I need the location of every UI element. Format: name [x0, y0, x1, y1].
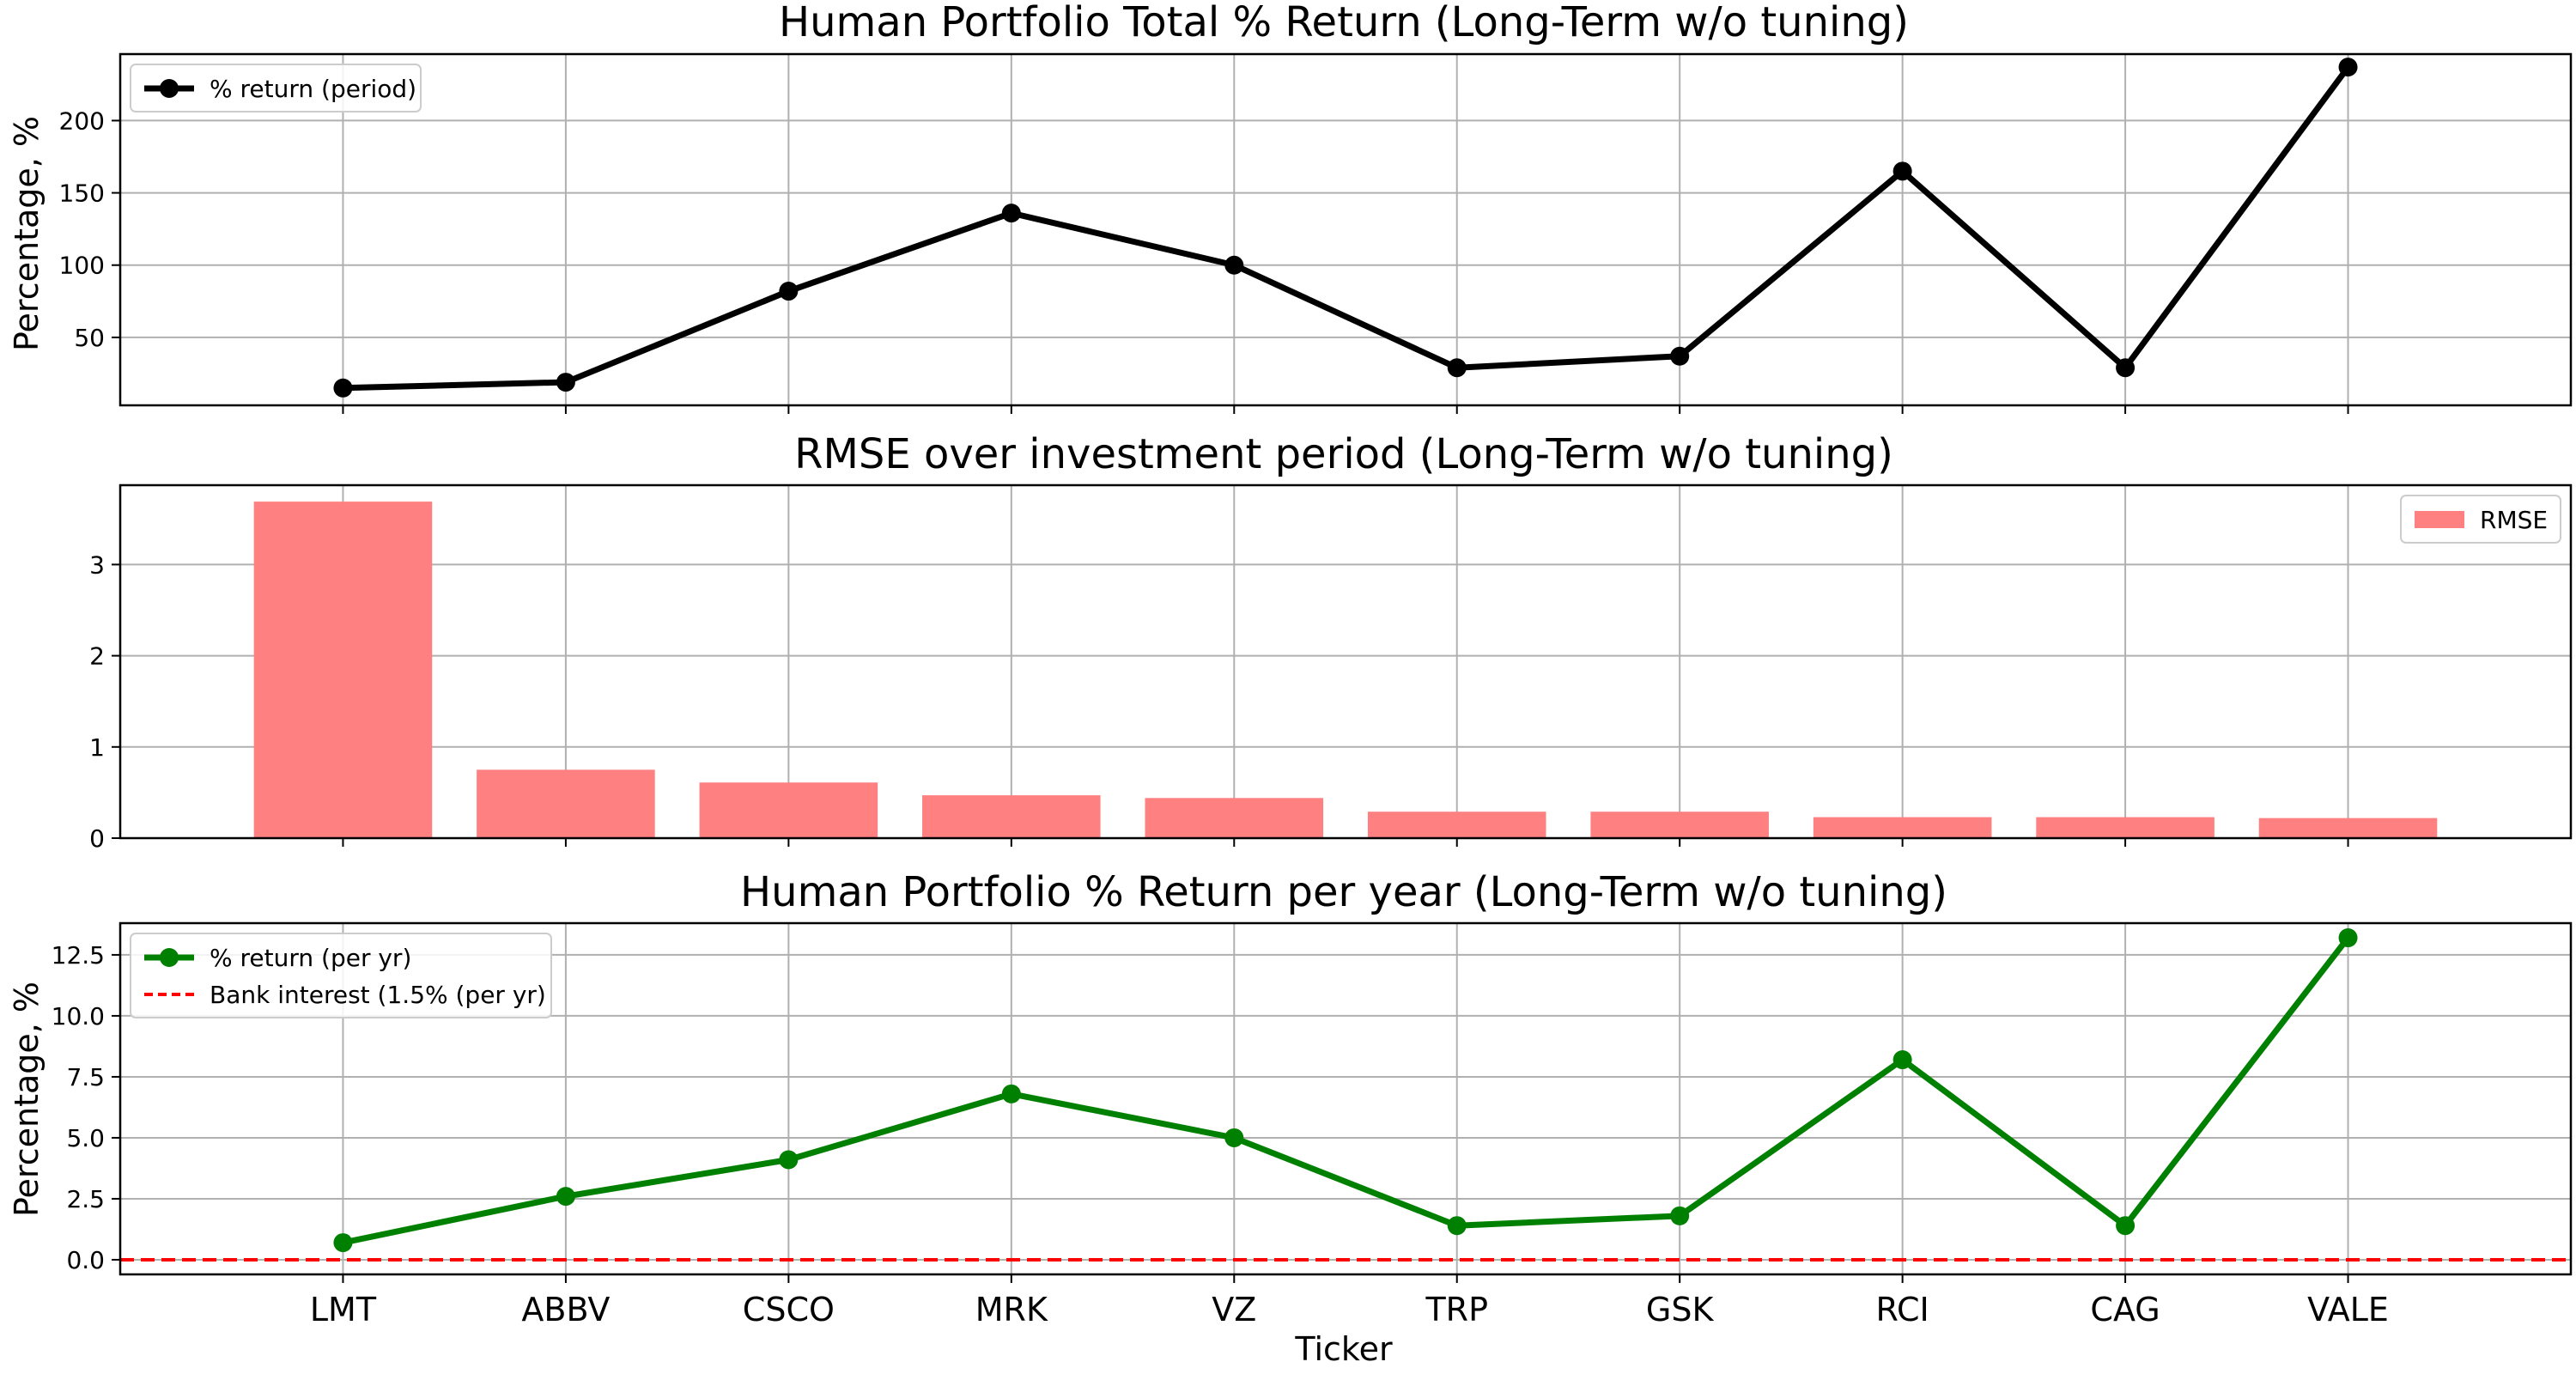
x-tick-label-mrk: MRK — [975, 1291, 1048, 1328]
x-axis-label: Ticker — [1294, 1330, 1393, 1368]
point-lmt — [333, 1233, 353, 1253]
x-tick-label-lmt: LMT — [310, 1291, 377, 1328]
plot-area-return-per-year: 0.0 2.5 5.0 7.5 10.0 12.5 LMT ABBV CSCO MRK VZ TRP G… — [52, 921, 2573, 1328]
legend-box — [130, 64, 422, 112]
bar-rci — [1813, 817, 1992, 838]
chart-title-return-per-year: Human Portfolio % Return per year (Long-… — [740, 868, 1947, 916]
y-tick-label: 200 — [59, 106, 105, 135]
point-vale — [2338, 58, 2358, 77]
legend-swatch — [2415, 511, 2464, 528]
panel-total-return: Human Portfolio Total % Return (Long-Ter… — [8, 0, 2573, 414]
y-tick-label: 5.0 — [66, 1124, 105, 1152]
legend-label: % return (per yr) — [210, 944, 411, 972]
bar-gsk — [1590, 812, 1769, 838]
legend-box — [2400, 495, 2561, 544]
bar-vale — [2258, 818, 2438, 838]
panel-return-per-year: Human Portfolio % Return per year (Long-… — [8, 868, 2573, 1368]
x-tick-label-cag: CAG — [2090, 1291, 2160, 1328]
y-tick-label: 0 — [89, 824, 105, 853]
y-tick-label: 100 — [59, 252, 105, 280]
bar-cag — [2036, 817, 2215, 838]
legend-label: Bank interest (1.5% (per yr) — [210, 981, 546, 1009]
plot-area-total-return: 50 100 150 200 % return (period) — [59, 52, 2573, 414]
chart-title-rmse: RMSE over investment period (Long-Term w… — [794, 430, 1893, 478]
point-cag — [2116, 1216, 2136, 1236]
y-tick-label: 1 — [89, 733, 105, 762]
bar-lmt — [253, 502, 433, 838]
legend-box — [130, 933, 552, 1018]
point-gsk — [1670, 346, 1690, 366]
y-tick-label: 7.5 — [66, 1063, 105, 1091]
point-mrk — [1001, 204, 1021, 223]
point-vz — [1224, 1128, 1244, 1147]
y-tick-label: 2.5 — [66, 1185, 105, 1213]
x-tick-label-gsk: GSK — [1646, 1291, 1715, 1328]
x-tick-label-rci: RCI — [1876, 1291, 1929, 1328]
legend: % return (period) — [130, 64, 422, 112]
x-tick-label-abbv: ABBV — [521, 1291, 610, 1328]
point-rci — [1893, 161, 1912, 181]
legend-marker — [160, 79, 179, 98]
plot-area-rmse: 0 1 2 3 RMSE — [89, 483, 2573, 853]
panel-rmse: RMSE over investment period (Long-Term w… — [89, 430, 2573, 853]
legend-label: % return (period) — [210, 75, 416, 103]
point-lmt — [333, 378, 353, 398]
series-line — [343, 65, 2351, 392]
x-tick-label-trp: TRP — [1425, 1291, 1488, 1328]
y-tick-label: 150 — [59, 179, 105, 208]
y-tick-label: 50 — [74, 324, 105, 352]
axes-frame — [118, 921, 2573, 1276]
axes-frame — [118, 52, 2573, 407]
legend: % return (per yr) Bank interest (1.5% (pe… — [130, 933, 552, 1018]
x-tick-label-csco: CSCO — [743, 1291, 835, 1328]
point-csco — [779, 1150, 799, 1170]
x-tick-label-vz: VZ — [1212, 1291, 1256, 1328]
y-tick-label: 2 — [89, 642, 105, 671]
y-axis-label-total-return: Percentage, % — [8, 116, 46, 351]
legend: RMSE — [2400, 495, 2561, 544]
bar-trp — [1367, 812, 1546, 838]
axes-frame — [118, 483, 2573, 840]
point-trp — [1447, 358, 1467, 378]
y-tick-label: 3 — [89, 550, 105, 579]
bar-mrk — [922, 795, 1101, 838]
series-line — [342, 935, 2351, 1246]
point-cag — [2116, 358, 2136, 378]
bar-csco — [699, 782, 878, 838]
y-tick-label: 10.0 — [52, 1002, 105, 1030]
point-gsk — [1670, 1206, 1690, 1225]
point-rci — [1893, 1050, 1912, 1070]
legend-label: RMSE — [2480, 506, 2548, 534]
bar-abbv — [477, 769, 655, 838]
y-tick-label: 12.5 — [52, 941, 105, 970]
point-trp — [1447, 1216, 1467, 1236]
point-abbv — [556, 373, 575, 392]
bar-vz — [1145, 798, 1324, 838]
legend-marker — [160, 948, 179, 967]
point-mrk — [1001, 1084, 1021, 1103]
point-csco — [779, 282, 799, 301]
y-axis-label-return-per-year: Percentage, % — [8, 982, 46, 1217]
point-vz — [1224, 255, 1244, 275]
point-abbv — [556, 1187, 575, 1207]
y-axis-label-container: Percentage, % — [8, 982, 46, 1217]
x-tick-label-vale: VALE — [2307, 1291, 2389, 1328]
y-tick-label: 0.0 — [66, 1246, 105, 1274]
y-axis-label-container: Percentage, % — [8, 116, 46, 351]
point-vale — [2338, 928, 2358, 948]
chart-title-total-return: Human Portfolio Total % Return (Long-Ter… — [779, 0, 1909, 46]
